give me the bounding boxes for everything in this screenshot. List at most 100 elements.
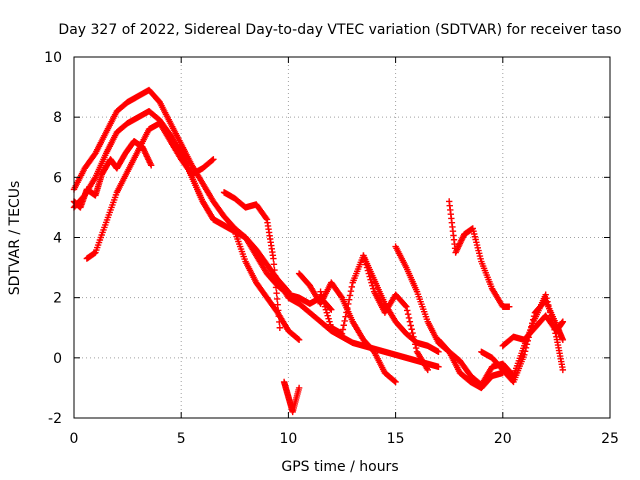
x-tick-label: 0 — [70, 431, 79, 447]
data-point — [408, 326, 415, 333]
data-point — [210, 156, 217, 163]
series-track-C — [83, 119, 217, 262]
data-point — [368, 279, 375, 286]
data-point — [320, 297, 327, 304]
y-tick-label: 0 — [53, 351, 62, 367]
data-point — [391, 377, 398, 385]
data-point — [346, 292, 354, 299]
y-tick-label: 10 — [44, 50, 62, 66]
y-tick-label: 2 — [53, 291, 62, 307]
data-point — [295, 384, 303, 392]
data-point — [340, 322, 347, 329]
x-tick-label: 10 — [279, 431, 297, 447]
data-point — [412, 341, 419, 348]
data-point — [363, 264, 371, 271]
series-track-P — [499, 312, 567, 349]
y-tick-label: -2 — [48, 411, 62, 427]
data-point — [367, 276, 374, 283]
data-point — [341, 317, 348, 325]
data-point — [506, 303, 513, 310]
data-point — [270, 255, 277, 262]
data-point — [320, 300, 328, 307]
data-point — [275, 307, 282, 314]
data-point — [339, 326, 347, 333]
data-point — [273, 289, 280, 297]
data-point — [345, 296, 353, 303]
data-point — [327, 321, 334, 328]
data-point — [409, 329, 416, 337]
data-point — [404, 311, 412, 318]
data-point — [529, 320, 536, 327]
data-point — [407, 322, 414, 329]
data-point — [364, 267, 372, 274]
data-point — [326, 318, 333, 325]
data-point — [343, 309, 350, 316]
data-point — [327, 305, 334, 312]
data-point — [270, 261, 278, 268]
y-tick-label: 8 — [53, 110, 62, 126]
data-point — [344, 304, 351, 312]
data-point — [369, 282, 376, 289]
data-point — [435, 363, 442, 371]
data-point — [147, 162, 155, 169]
data-point — [318, 291, 325, 298]
data-point — [276, 318, 283, 326]
data-point — [522, 344, 530, 352]
data-point — [209, 156, 216, 164]
series-track-H — [280, 378, 303, 416]
x-axis-label: GPS time / hours — [281, 459, 398, 475]
data-point — [366, 273, 373, 280]
chart-title: Day 327 of 2022, Sidereal Day-to-day VTE… — [58, 22, 621, 38]
data-point — [295, 335, 302, 343]
data-point — [365, 270, 372, 277]
data-point — [411, 337, 418, 344]
data-point — [319, 294, 326, 301]
data-point — [321, 303, 329, 310]
data-point — [404, 307, 411, 314]
series-track-I — [295, 270, 399, 386]
data-point — [271, 272, 279, 280]
data-point — [348, 283, 356, 291]
data-point — [362, 258, 369, 265]
data-point — [559, 366, 567, 374]
data-point — [392, 378, 399, 386]
data-point — [345, 300, 352, 308]
data-point — [322, 306, 330, 313]
data-point — [529, 316, 537, 323]
data-point — [273, 295, 281, 303]
x-tick-label: 25 — [601, 431, 619, 447]
data-point — [317, 288, 324, 295]
data-point — [435, 348, 442, 356]
data-point — [276, 324, 284, 331]
series-track-N — [435, 291, 567, 389]
data-point — [410, 333, 417, 340]
data-point — [337, 293, 345, 300]
y-tick-label: 6 — [53, 170, 62, 186]
data-point — [370, 285, 377, 292]
data-point — [406, 318, 414, 325]
data-point — [402, 302, 409, 309]
data-point — [328, 306, 335, 313]
data-point — [262, 214, 270, 222]
data-point — [272, 284, 280, 291]
data-point — [347, 287, 355, 295]
data-point — [362, 261, 370, 268]
data-point — [530, 313, 538, 320]
data-point — [338, 330, 346, 337]
data-point — [424, 366, 431, 374]
series-track-K — [360, 252, 431, 374]
data-point — [323, 309, 331, 316]
data-point — [559, 318, 567, 325]
data-point — [521, 351, 528, 359]
data-point — [325, 315, 332, 322]
series-track-M — [446, 198, 513, 310]
data-point — [342, 313, 349, 320]
data-point — [274, 301, 281, 308]
y-tick-label: 4 — [53, 231, 62, 247]
grid-lines — [74, 57, 610, 418]
data-point — [559, 336, 567, 343]
data-point — [542, 291, 549, 298]
x-tick-label: 20 — [494, 431, 512, 447]
series-track-D — [70, 138, 155, 211]
